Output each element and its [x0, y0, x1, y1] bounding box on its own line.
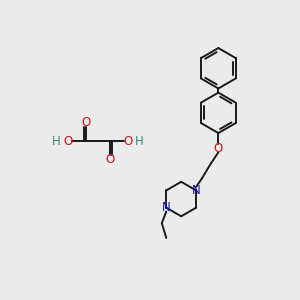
Text: O: O [82, 116, 91, 129]
Text: O: O [63, 135, 72, 148]
Text: H: H [52, 135, 61, 148]
Text: O: O [124, 135, 133, 148]
Text: O: O [105, 153, 115, 166]
Text: H: H [135, 135, 144, 148]
Text: N: N [162, 201, 171, 214]
Text: N: N [192, 184, 200, 197]
Text: O: O [214, 142, 223, 155]
